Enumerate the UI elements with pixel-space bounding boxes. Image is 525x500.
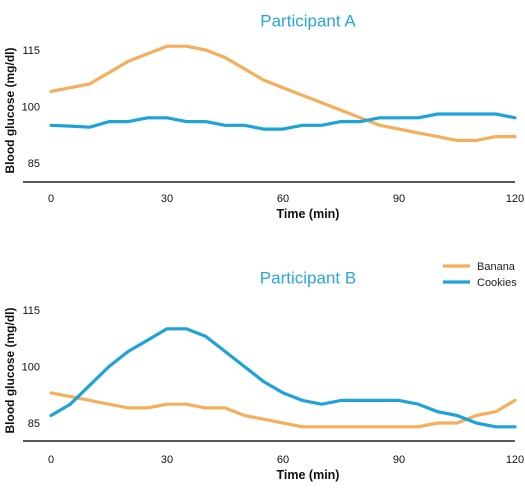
legend-label-cookies: Cookies [477, 277, 517, 289]
y-tick-label: 115 [22, 305, 40, 317]
series-line-banana [49, 44, 517, 142]
x-tick-label: 120 [506, 193, 524, 205]
x-tick-label: 90 [393, 454, 405, 466]
legend: Banana Cookies [443, 261, 517, 289]
x-tick-label: 30 [161, 193, 173, 205]
legend-label-banana: Banana [477, 261, 516, 273]
y-tick-label: 85 [28, 418, 40, 430]
x-axis-label: Time (min) [277, 207, 340, 221]
chart-panel-2: Participant B 0 30 60 90 120 85 100 115 Time (min… [3, 268, 524, 482]
x-axis-label: Time (min) [277, 468, 340, 482]
x-tick-label: 60 [277, 454, 289, 466]
x-tick-label: 30 [161, 454, 173, 466]
y-tick-label: 100 [22, 102, 40, 114]
series-line-banana [49, 391, 517, 429]
series-line-cookies [49, 112, 517, 131]
y-axis-label: Blood glucose (mg/dl) [3, 48, 17, 174]
series-line-cookies [49, 327, 517, 429]
chart-title: Participant A [260, 11, 356, 30]
x-tick-label: 0 [48, 193, 54, 205]
x-tick-label: 60 [277, 193, 289, 205]
y-axis-label: Blood glucose (mg/dl) [3, 308, 17, 434]
x-tick-label: 0 [48, 454, 54, 466]
x-tick-label: 90 [393, 193, 405, 205]
y-tick-label: 115 [22, 45, 40, 57]
y-tick-label: 100 [22, 362, 40, 374]
chart-title: Participant B [260, 268, 356, 287]
y-tick-label: 85 [28, 158, 40, 170]
x-tick-label: 120 [506, 454, 524, 466]
chart-panel-1: Participant A 0 30 60 90 120 85 100 115 Time (min… [3, 11, 524, 221]
